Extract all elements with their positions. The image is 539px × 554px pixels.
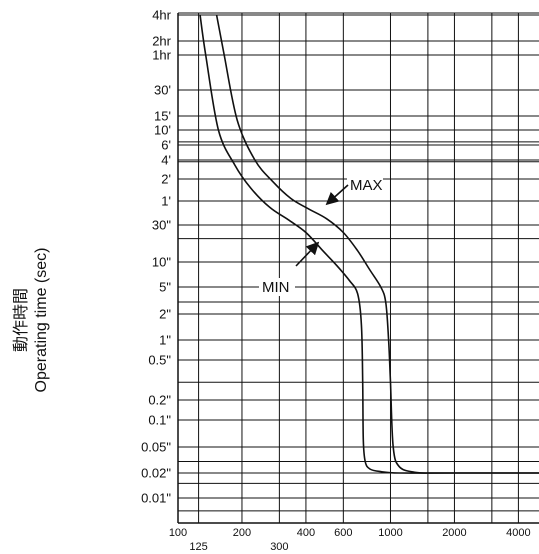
y-tick-label: 1hr (152, 48, 171, 63)
curves (199, 14, 539, 474)
annotation-bg (347, 176, 383, 194)
annotation-min: MIN (262, 279, 290, 296)
y-tick-label: 6' (161, 138, 171, 153)
y-tick-label: 1" (159, 333, 171, 348)
x-tick-label: 400 (297, 527, 315, 539)
curve-max (215, 14, 539, 474)
y-tick-label: 4' (161, 153, 171, 168)
grid (177, 13, 539, 523)
annotation-bg (259, 278, 295, 296)
y-tick-label: 2" (159, 307, 171, 322)
y-tick-label: 0.01" (141, 491, 171, 506)
y-tick-label: 0.02" (141, 466, 171, 481)
y-axis-label: 動作時間 Operating time (sec) (12, 248, 50, 393)
y-tick-label: 30" (152, 218, 171, 233)
curve-min (199, 14, 539, 474)
x-tick-label: 200 (233, 527, 251, 539)
y-tick-label: 0.2" (148, 393, 171, 408)
x-tick-label: 300 (270, 541, 288, 553)
x-tick-label: 600 (334, 527, 352, 539)
y-tick-label: 1' (161, 194, 171, 209)
y-tick-label: 0.5" (148, 353, 171, 368)
x-tick-label: 125 (189, 541, 207, 553)
x-tick-label: 100 (169, 527, 187, 539)
y-tick-label: 30' (154, 83, 171, 98)
y-tick-label: 4hr (152, 8, 171, 23)
y-tick-label: 2' (161, 172, 171, 187)
annotation-arrow (295, 241, 320, 267)
y-tick-label: 2hr (152, 34, 171, 49)
y-tick-label: 15' (154, 109, 171, 124)
y-tick-label: 10' (154, 123, 171, 138)
y-tick-label: 5" (159, 280, 171, 295)
plot-area (178, 13, 539, 523)
y-tick-label: 0.1" (148, 413, 171, 428)
x-tick-label: 2000 (442, 527, 466, 539)
y-axis-label-english: Operating time (sec) (33, 248, 50, 393)
annotation-max: MAX (350, 177, 383, 194)
x-tick-label: 1000 (378, 527, 402, 539)
x-tick-label: 4000 (506, 527, 530, 539)
annotations: MAX MIN (259, 176, 383, 296)
y-tick-label: 0.05" (141, 440, 171, 455)
annotation-arrow (325, 184, 349, 206)
y-axis-label-chinese: 動作時間 (12, 288, 30, 352)
y-tick-label: 10" (152, 255, 171, 270)
